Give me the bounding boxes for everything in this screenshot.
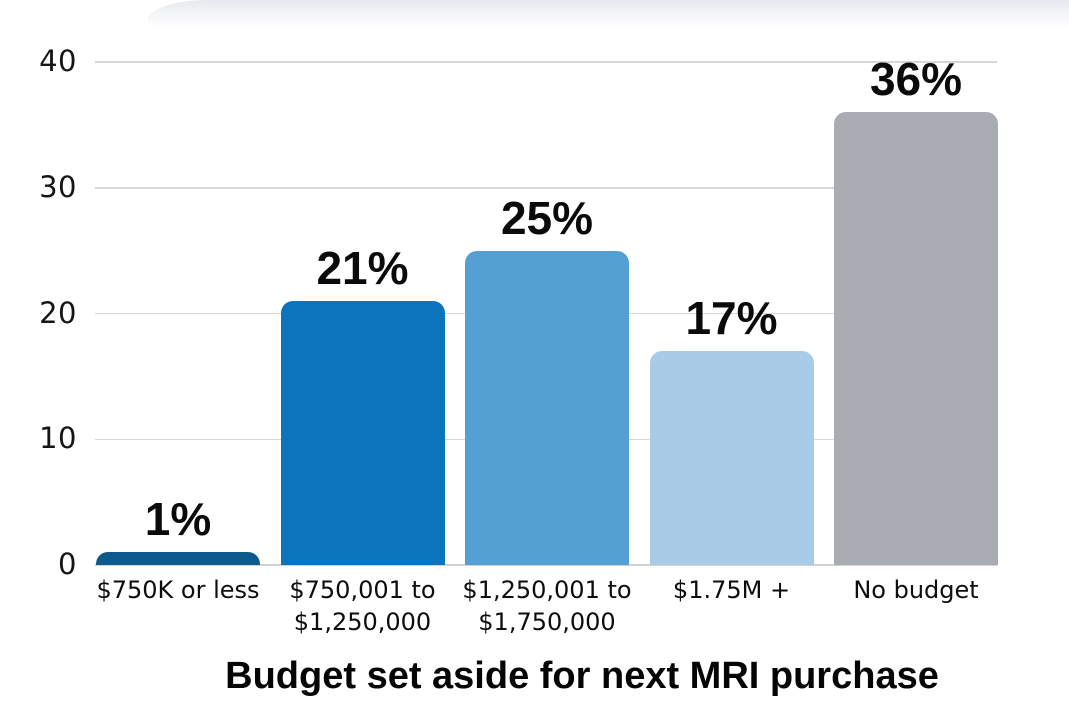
y-axis-tick-label: 0 xyxy=(58,546,77,581)
bar-value-label: 17% xyxy=(685,292,778,345)
bar-value-label: 36% xyxy=(869,53,963,106)
bar xyxy=(834,112,998,565)
y-axis-tick-label: 20 xyxy=(39,295,77,330)
x-axis-category-label: No budget xyxy=(853,576,979,604)
bar xyxy=(649,351,814,565)
bar xyxy=(465,250,629,565)
x-axis-category-label: $750K or less xyxy=(96,576,260,604)
bar-value-label: 21% xyxy=(316,241,409,294)
gridline xyxy=(95,564,997,566)
bar-value-label: 1% xyxy=(144,493,212,546)
bar xyxy=(96,552,260,565)
x-axis-category-label: $1.75M + xyxy=(672,576,791,604)
chart-title: Budget set aside for next MRI purchase xyxy=(225,655,939,697)
x-axis-category-label: $1,250,001 to $1,750,000 xyxy=(462,576,632,636)
y-axis-tick-label: 30 xyxy=(39,169,77,204)
bar-value-label: 25% xyxy=(500,191,594,244)
y-axis-tick-label: 10 xyxy=(39,421,77,456)
y-axis-tick-label: 40 xyxy=(39,43,77,78)
x-axis-category-label: $750,001 to $1,250,000 xyxy=(289,576,436,636)
gridline xyxy=(95,187,997,189)
bar xyxy=(280,300,445,565)
gridline xyxy=(95,61,997,63)
